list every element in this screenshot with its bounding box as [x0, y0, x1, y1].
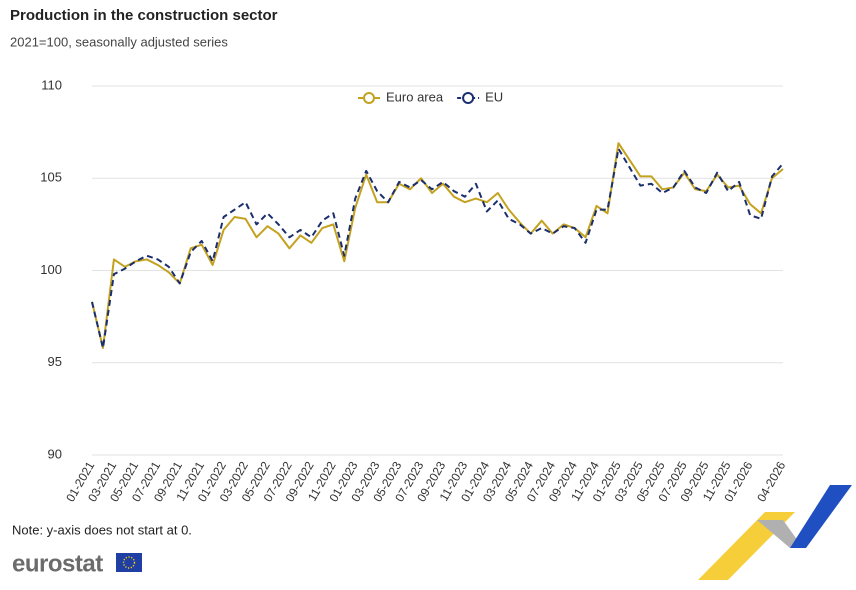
- legend-label: EU: [485, 89, 503, 104]
- y-tick-label: 105: [40, 170, 62, 185]
- logo: eurostat: [12, 550, 103, 577]
- decoration: [698, 485, 852, 580]
- note: Note: y-axis does not start at 0.: [12, 522, 192, 537]
- legend: Euro area EU: [358, 89, 503, 104]
- y-tick-label: 90: [48, 446, 62, 461]
- legend-marker: [462, 92, 475, 104]
- y-tick-label: 95: [48, 354, 62, 369]
- chart-subtitle: 2021=100, seasonally adjusted series: [10, 34, 228, 49]
- chart-title: Production in the construction sector: [10, 7, 278, 24]
- series-line: [91, 147, 784, 349]
- x-tick-label: 04-2026: [754, 459, 788, 504]
- eu-flag: [116, 553, 142, 572]
- legend-marker: [363, 92, 375, 104]
- legend-label: Euro area: [386, 89, 444, 104]
- y-tick-label: 100: [40, 262, 62, 277]
- y-tick-label: 110: [41, 77, 62, 92]
- series-line: [91, 142, 784, 349]
